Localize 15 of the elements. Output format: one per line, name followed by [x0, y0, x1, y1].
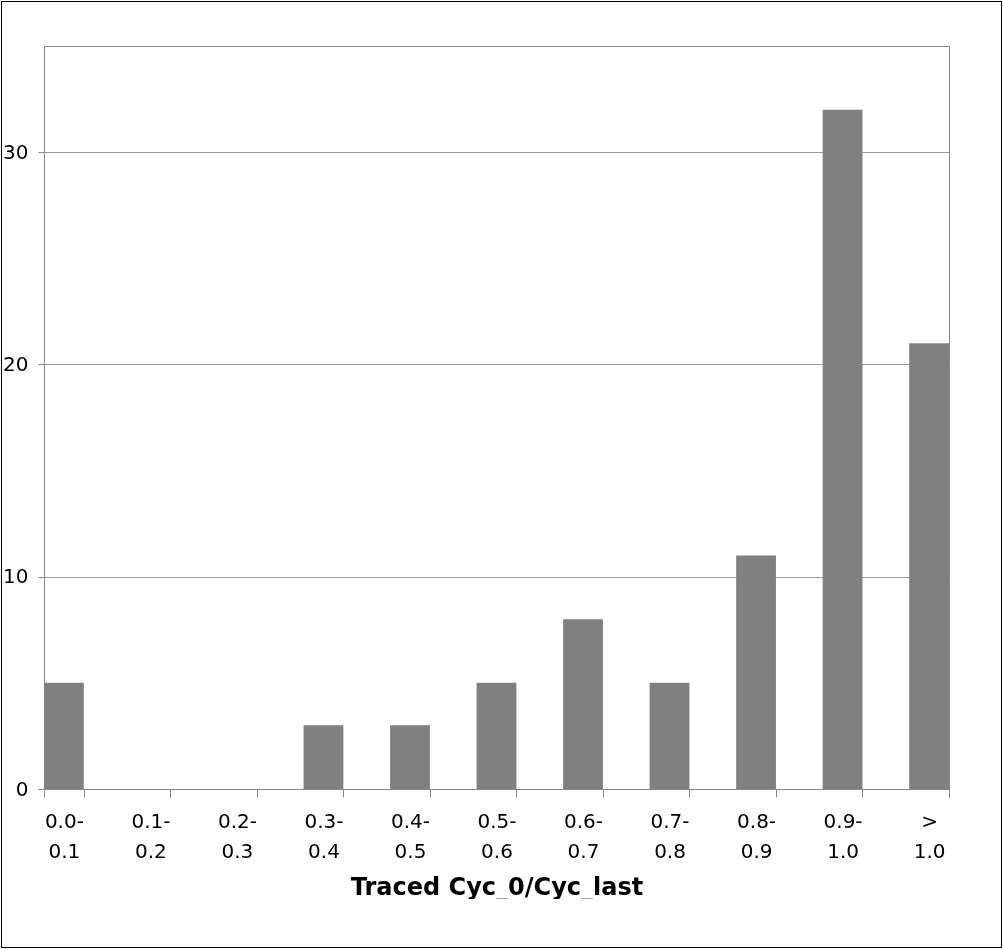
x-tick-label: > 1.0: [913, 808, 946, 863]
x-tick-label: 0.4- 0.5: [390, 808, 430, 863]
x-tick-label: 0.6- 0.7: [564, 808, 604, 863]
y-tick-label: 30: [3, 139, 29, 164]
x-tick-label: 0.7- 0.8: [650, 808, 690, 863]
y-tick-label: 20: [3, 351, 29, 376]
x-tick-label: 0.1- 0.2: [131, 808, 171, 863]
y-tick-label: 10: [3, 564, 29, 589]
x-tick-label: 0.2- 0.3: [217, 808, 257, 863]
x-tick-label: 0.0- 0.1: [44, 808, 84, 863]
x-tick-label: 0.3- 0.4: [304, 808, 344, 863]
x-tick-label: 0.5- 0.6: [477, 808, 517, 863]
x-tick-label: 0.9- 1.0: [823, 808, 863, 863]
x-tick-label: 0.8- 0.9: [737, 808, 777, 863]
y-tick-label: 0: [15, 776, 29, 801]
